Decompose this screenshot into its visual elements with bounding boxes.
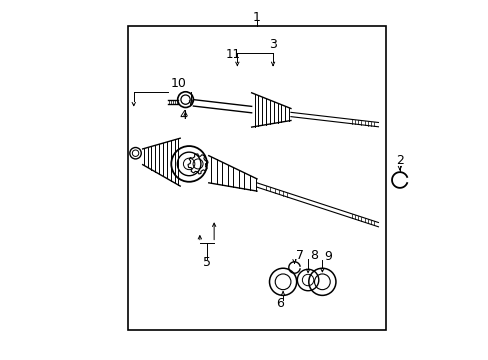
Text: 3: 3	[268, 38, 276, 51]
Text: 7: 7	[295, 248, 303, 261]
Text: 11: 11	[225, 49, 240, 62]
Text: 5: 5	[203, 256, 210, 269]
Text: 6: 6	[276, 297, 284, 310]
Text: 8: 8	[309, 248, 318, 261]
Text: 10: 10	[170, 77, 186, 90]
Text: 4: 4	[180, 109, 187, 122]
Text: 2: 2	[395, 154, 403, 167]
Text: 9: 9	[324, 250, 332, 263]
Bar	[128, 26, 385, 330]
Text: 1: 1	[253, 11, 261, 24]
